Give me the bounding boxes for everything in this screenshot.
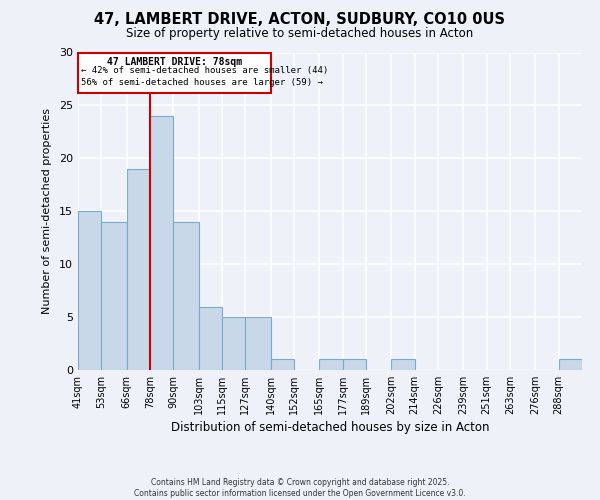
Bar — [245, 317, 271, 370]
Bar — [271, 360, 294, 370]
Bar — [150, 116, 173, 370]
Bar — [173, 222, 199, 370]
Bar — [127, 169, 150, 370]
Text: Contains HM Land Registry data © Crown copyright and database right 2025.
Contai: Contains HM Land Registry data © Crown c… — [134, 478, 466, 498]
Bar — [343, 360, 366, 370]
Text: 47 LAMBERT DRIVE: 78sqm: 47 LAMBERT DRIVE: 78sqm — [107, 56, 242, 66]
Text: 56% of semi-detached houses are larger (59) →: 56% of semi-detached houses are larger (… — [81, 78, 323, 88]
Y-axis label: Number of semi-detached properties: Number of semi-detached properties — [42, 108, 52, 314]
Bar — [222, 317, 245, 370]
Text: ← 42% of semi-detached houses are smaller (44): ← 42% of semi-detached houses are smalle… — [81, 66, 328, 76]
Text: 47, LAMBERT DRIVE, ACTON, SUDBURY, CO10 0US: 47, LAMBERT DRIVE, ACTON, SUDBURY, CO10 … — [95, 12, 505, 28]
Bar — [391, 360, 415, 370]
Bar — [78, 211, 101, 370]
Text: Size of property relative to semi-detached houses in Acton: Size of property relative to semi-detach… — [127, 28, 473, 40]
X-axis label: Distribution of semi-detached houses by size in Acton: Distribution of semi-detached houses by … — [171, 421, 489, 434]
Bar — [199, 306, 222, 370]
Bar — [319, 360, 343, 370]
Bar — [101, 222, 127, 370]
FancyBboxPatch shape — [78, 52, 271, 92]
Bar — [559, 360, 582, 370]
